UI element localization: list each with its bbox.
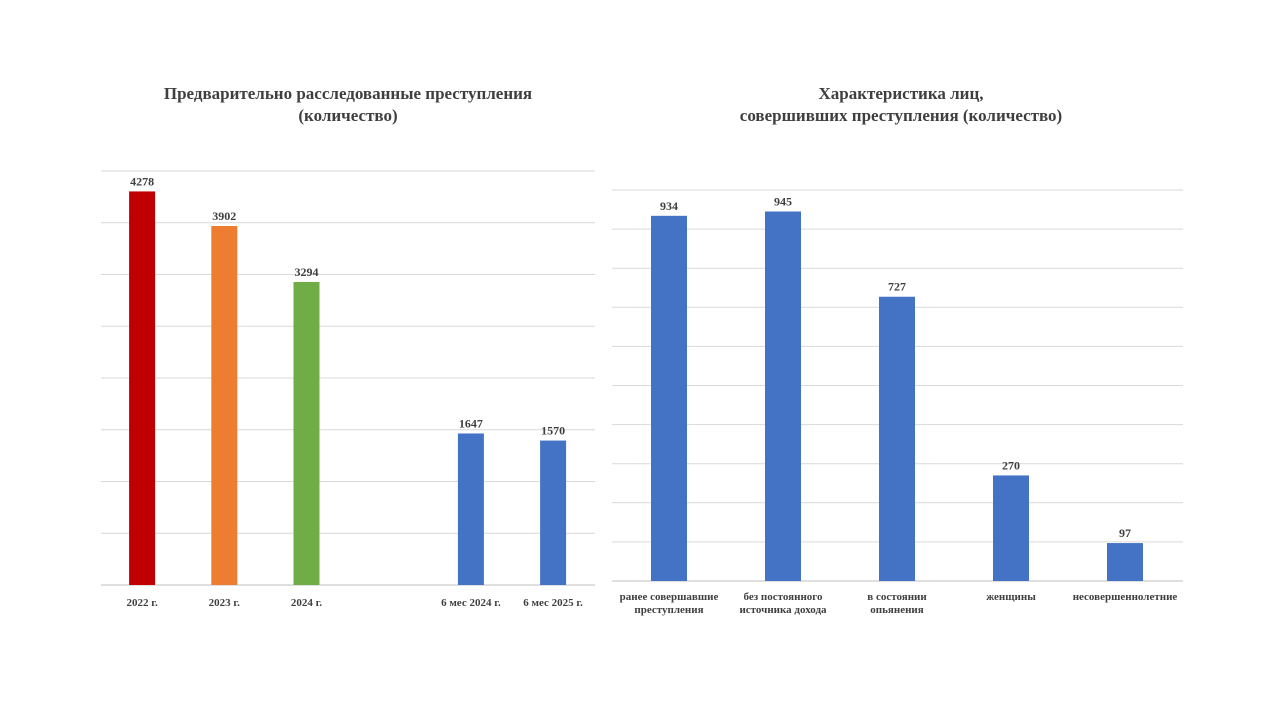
category-label: несовершеннолетние <box>1073 591 1178 603</box>
data-label: 3294 <box>295 265 319 279</box>
category-label: преступления <box>634 604 703 616</box>
category-label: 2023 г. <box>209 597 241 609</box>
category-label: источника дохода <box>739 604 827 616</box>
category-label: без постоянного <box>743 591 823 603</box>
chart-title-line: Предварительно расследованные преступлен… <box>163 84 533 103</box>
data-label: 727 <box>888 280 906 294</box>
chart-title-line: Характеристика лиц, <box>818 84 984 103</box>
data-label: 1647 <box>459 416 483 430</box>
data-label: 945 <box>774 195 792 209</box>
chart-title-persons: Характеристика лиц, совершивших преступл… <box>612 83 1190 127</box>
category-label: 2024 г. <box>291 597 323 609</box>
category-label: 2022 г. <box>126 597 158 609</box>
data-label: 270 <box>1002 458 1020 472</box>
bar <box>540 440 567 585</box>
chart-title-crimes: Предварительно расследованные преступлен… <box>100 83 596 127</box>
data-label: 3902 <box>212 209 236 223</box>
bar <box>1107 543 1143 581</box>
bar <box>293 281 320 585</box>
bar <box>651 215 687 581</box>
chart-title-line: (количество) <box>298 106 398 125</box>
bar <box>211 226 238 586</box>
bar <box>457 433 484 585</box>
bar <box>129 191 156 585</box>
category-label: ранее совершавшие <box>620 591 719 603</box>
data-label: 4278 <box>130 174 154 188</box>
bar <box>879 296 915 581</box>
bar <box>993 475 1029 581</box>
category-label: 6 мес 2024 г. <box>441 597 501 609</box>
chart-title-line: совершивших преступления (количество) <box>739 106 1063 125</box>
data-label: 1570 <box>541 424 565 438</box>
category-label: женщины <box>986 591 1036 603</box>
data-label: 97 <box>1119 526 1131 540</box>
bar <box>765 211 801 581</box>
category-label: 6 мес 2025 г. <box>523 597 583 609</box>
category-label: в состоянии <box>867 591 927 603</box>
data-label: 934 <box>660 199 678 213</box>
category-label: опьянения <box>870 604 924 616</box>
